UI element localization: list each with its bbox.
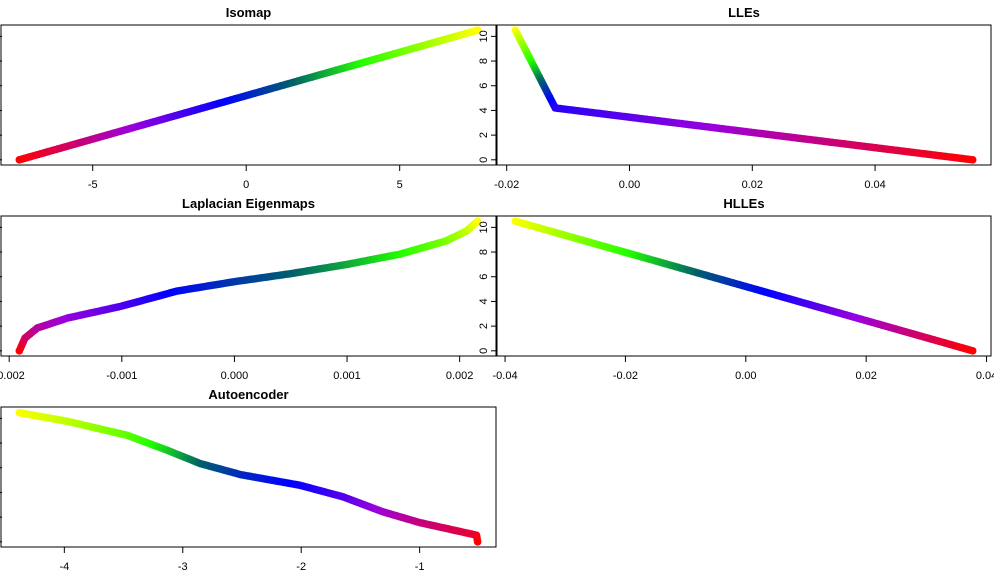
plot-frame (496, 24, 992, 166)
data-points (15, 408, 482, 546)
panel-title: Laplacian Eigenmaps (182, 196, 315, 211)
plot-frame (0, 215, 497, 357)
y-tick-label: 6 (478, 274, 490, 280)
x-tick-label: -0.04 (493, 370, 518, 382)
y-tick-label: 10 (478, 30, 490, 42)
x-tick-label: -0.02 (494, 179, 519, 191)
y-tick-label: 0 (478, 348, 490, 354)
x-tick-label: 0.02 (855, 370, 876, 382)
panel-title: LLEs (728, 5, 760, 20)
y-tick-label: 8 (478, 58, 490, 64)
y-tick-label: 4 (478, 107, 490, 113)
x-tick-label: 0.00 (735, 370, 756, 382)
x-tick-label: 0.002 (446, 370, 474, 382)
panel-laplacian-eigenmaps: Laplacian Eigenmaps -0.002 -0.001 0.000 0.00… (0, 196, 497, 382)
y-tick-label: 0 (478, 157, 490, 163)
x-tick-label: 0 (243, 179, 249, 191)
x-tick-label: -0.001 (106, 370, 137, 382)
data-point (473, 26, 482, 34)
x-tick-label: -5 (88, 179, 98, 191)
y-tick-label: 2 (478, 132, 490, 138)
x-tick-label: 0.04 (864, 179, 885, 191)
x-tick-label: -1 (415, 561, 425, 573)
data-point (968, 347, 977, 355)
y-tick-label: 2 (478, 323, 490, 329)
data-points (511, 217, 977, 355)
panel-title: HLLEs (723, 196, 764, 211)
x-tick-label: 0.02 (742, 179, 763, 191)
x-tick-label: 0.04 (976, 370, 994, 382)
y-tick-label: 8 (478, 249, 490, 255)
data-points (15, 26, 482, 164)
panel-hlles: HLLEs -0.04 -0.02 0.00 0.02 0.04 0 2 4 6 8 10 (478, 196, 994, 382)
y-tick-label: 6 (478, 83, 490, 89)
x-tick-label: -0.002 (0, 370, 25, 382)
data-point (473, 538, 482, 546)
x-tick-label: 0.000 (221, 370, 249, 382)
panel-title: Isomap (226, 5, 272, 20)
x-tick-label: 0.001 (333, 370, 361, 382)
data-points (15, 217, 482, 355)
panel-title: Autoencoder (208, 387, 288, 402)
y-tick-label: 4 (478, 298, 490, 304)
data-point (473, 217, 482, 225)
y-tick-label: 10 (478, 221, 490, 233)
x-tick-label: -3 (178, 561, 188, 573)
x-tick-label: 5 (397, 179, 403, 191)
x-tick-label: 0.00 (619, 179, 640, 191)
x-tick-label: -4 (59, 561, 69, 573)
panel-lles: LLEs -0.02 0.00 0.02 0.04 0 2 4 6 8 10 (478, 5, 992, 191)
panel-autoencoder: Autoencoder -4 -3 -2 -1 (0, 387, 497, 573)
data-point (968, 156, 977, 164)
panel-isomap: Isomap -5 0 5 (0, 5, 497, 191)
data-points (511, 26, 977, 164)
x-tick-label: -0.02 (613, 370, 638, 382)
x-tick-label: -2 (296, 561, 306, 573)
